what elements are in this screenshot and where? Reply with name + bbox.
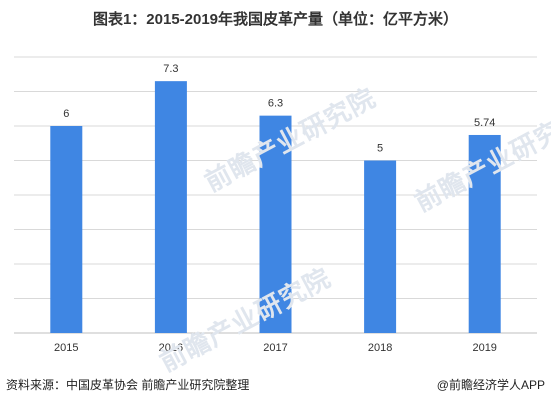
data-label-2015: 6 bbox=[63, 108, 69, 120]
x-tick-2019: 2019 bbox=[472, 342, 496, 354]
x-tick-2015: 2015 bbox=[54, 342, 78, 354]
x-tick-labels: 2015 2016 2017 2018 2019 bbox=[54, 342, 497, 354]
source-note: 资料来源：中国皮革协会 前瞻产业研究院整理 bbox=[6, 378, 250, 392]
bar-2016 bbox=[154, 81, 187, 334]
x-tick-2016: 2016 bbox=[159, 342, 183, 354]
x-tick-2018: 2018 bbox=[368, 342, 392, 354]
bar-2019 bbox=[468, 134, 501, 333]
bars bbox=[50, 81, 501, 334]
data-labels: 6 7.3 6.3 5 5.74 bbox=[63, 63, 495, 154]
bar-2018 bbox=[364, 160, 397, 333]
x-tick-2017: 2017 bbox=[263, 342, 287, 354]
bar-2015 bbox=[50, 126, 83, 333]
data-label-2016: 7.3 bbox=[163, 63, 178, 75]
brand-credit: @前瞻经济学人APP bbox=[436, 378, 545, 392]
footer: 资料来源：中国皮革协会 前瞻产业研究院整理 @前瞻经济学人APP bbox=[6, 376, 545, 394]
data-label-2018: 5 bbox=[377, 143, 383, 155]
data-label-2019: 5.74 bbox=[474, 117, 495, 129]
data-label-2017: 6.3 bbox=[268, 98, 283, 110]
bar-2017 bbox=[259, 115, 292, 334]
chart-title: 图表1：2015-2019年我国皮革产量（单位：亿平方米） bbox=[92, 11, 459, 28]
